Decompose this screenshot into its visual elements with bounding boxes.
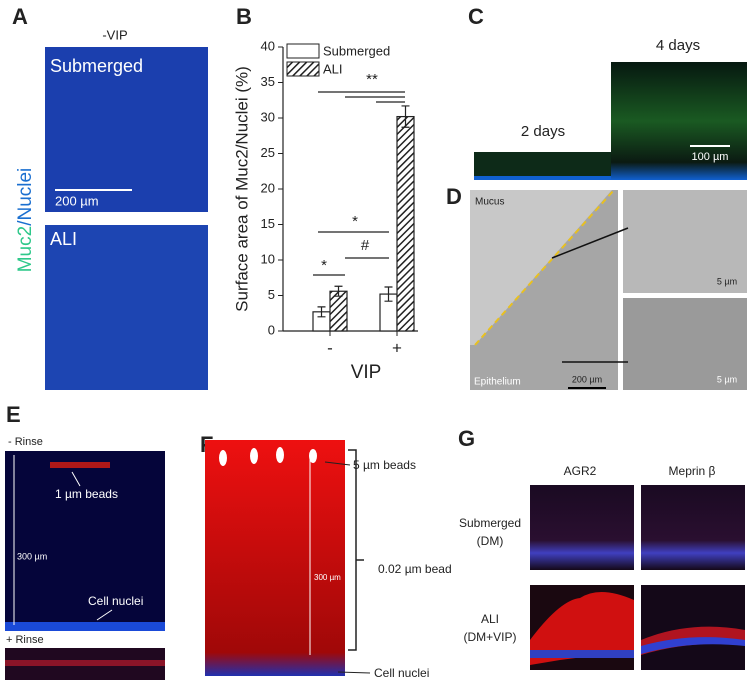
image-label: + Rinse: [6, 634, 44, 646]
scale-label: 5 µm: [717, 276, 737, 286]
header: -VIP: [102, 27, 127, 42]
image-label: 1 µm beads: [55, 487, 118, 501]
scale-label: 200 µm: [572, 374, 602, 384]
y-axis-label: Surface area of Muc2/Nuclei (%): [232, 66, 251, 312]
image-label: Cell nuclei: [88, 594, 143, 608]
image-label: 2 days: [521, 123, 565, 140]
annotation: Cell nuclei: [374, 666, 429, 680]
x-tick-label: -: [327, 338, 333, 357]
row-label: (DM+VIP): [463, 630, 516, 644]
legend-swatch: [286, 43, 320, 59]
legend-label: ALI: [323, 61, 343, 76]
bead: [276, 447, 284, 463]
micrograph: [45, 47, 208, 212]
beads-band: [50, 462, 110, 468]
x-tick-label: +: [392, 338, 402, 357]
panel-letter: G: [458, 426, 475, 451]
y-tick-label: 10: [261, 251, 275, 266]
significance-label: *: [352, 213, 358, 230]
arrow: [324, 461, 351, 466]
panel-letter: B: [236, 4, 252, 29]
panel-letter: A: [12, 4, 28, 29]
panel-letter: D: [446, 184, 462, 209]
scale-label: 300 µm: [17, 551, 47, 561]
bar-chart: 0 5 10 15 20 25 30 35 40 Surface area of Muc2/Nuc…: [232, 38, 418, 383]
label-green: Muc2: [15, 226, 36, 272]
bead: [219, 450, 227, 466]
y-tick-label: 30: [261, 109, 275, 124]
scale-label: 300 µm: [314, 573, 341, 582]
error-bar: [384, 286, 393, 302]
bar: [329, 290, 348, 332]
scale-label: 200 µm: [55, 193, 99, 208]
y-tick-label: 20: [261, 180, 275, 195]
arrow: [71, 471, 81, 487]
micrograph: [611, 62, 747, 180]
x-axis-label: VIP: [351, 362, 382, 383]
row-label: (DM): [477, 534, 504, 548]
arrow: [337, 671, 371, 674]
nuclei-band: [530, 650, 634, 658]
bead: [250, 448, 258, 464]
legend-label: Submerged: [323, 43, 390, 58]
y-label: Muc2/Nuclei: [15, 168, 36, 273]
bead: [309, 449, 317, 463]
arrow: [551, 227, 629, 259]
stain: [530, 591, 634, 665]
sem-image: [623, 298, 747, 390]
significance-label: *: [321, 257, 327, 274]
micrograph: [205, 440, 345, 676]
nuclei-band: [5, 622, 165, 631]
y-tick-label: 40: [261, 38, 275, 53]
image-label: Mucus: [475, 197, 504, 208]
micrograph: [530, 485, 634, 570]
column-label: AGR2: [564, 464, 597, 478]
row-label: Submerged: [459, 516, 521, 530]
image-label: - Rinse: [8, 436, 43, 448]
y-tick-label: 15: [261, 216, 275, 231]
nuclei-band: [641, 637, 745, 654]
scale-label: 5 µm: [717, 374, 737, 384]
micrograph: [474, 152, 611, 180]
y-tick-label: 35: [261, 74, 275, 89]
annotation: 5 µm beads: [353, 458, 416, 472]
sem-image: [623, 190, 747, 293]
micrograph-edge: [474, 176, 611, 180]
mucus-area: [470, 190, 612, 345]
label-blue: /Nuclei: [15, 168, 36, 226]
image-label: Epithelium: [474, 377, 521, 388]
row-label: ALI: [481, 612, 499, 626]
y-tick-label: 0: [268, 322, 275, 337]
micrograph: [5, 451, 165, 631]
bar: [396, 115, 415, 332]
significance-label: **: [366, 71, 378, 88]
error-bar: [401, 105, 410, 128]
beads-band: [5, 660, 165, 666]
arrow: [96, 609, 113, 621]
panel-letter: E: [6, 402, 21, 427]
legend-swatch: [286, 61, 320, 77]
panel-letter: C: [468, 4, 484, 29]
error-bar: [334, 285, 343, 297]
error-bar: [317, 306, 326, 318]
column-label: Meprin β: [669, 464, 716, 478]
bracket: [348, 449, 364, 651]
y-tick-label: 5: [268, 287, 275, 302]
y-tick-label: 25: [261, 145, 275, 160]
significance-label: #: [361, 237, 370, 254]
boundary: [474, 189, 615, 346]
image-label: 4 days: [656, 37, 700, 54]
image-label: Submerged: [50, 56, 143, 76]
image-label: ALI: [50, 229, 77, 249]
scale-label: 100 µm: [692, 151, 729, 163]
micrograph: [641, 485, 745, 570]
annotation: 0.02 µm bead: [378, 562, 452, 576]
micrograph: [45, 225, 208, 390]
